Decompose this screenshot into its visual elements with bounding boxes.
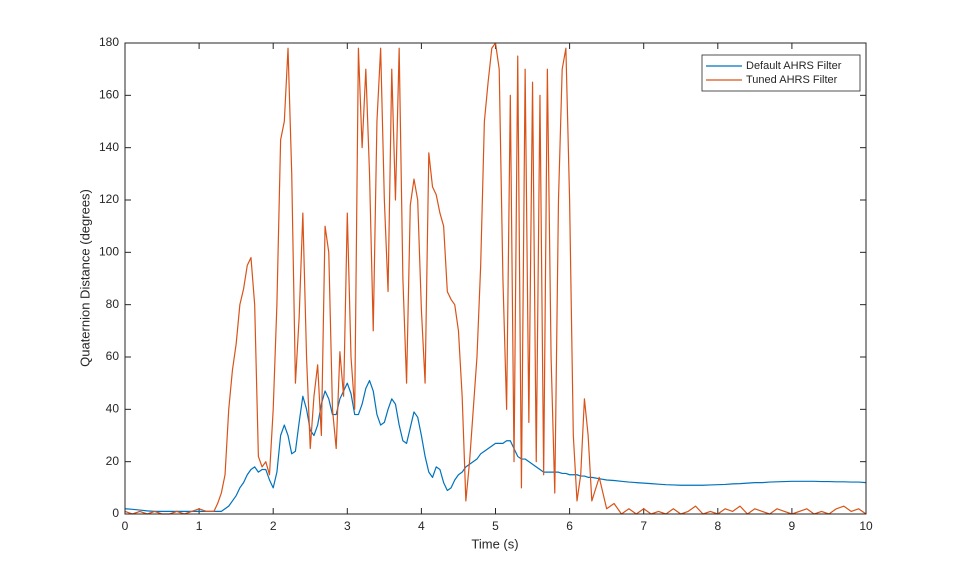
x-tick-label: 2 [270, 519, 277, 533]
y-axis-label: Quaternion Distance (degrees) [77, 189, 92, 367]
y-tick-label: 20 [106, 454, 120, 468]
data-line [125, 42, 866, 515]
y-tick-label: 100 [99, 245, 119, 259]
y-tick-label: 120 [99, 192, 119, 206]
x-tick-label: 10 [859, 519, 873, 533]
legend-box [701, 54, 861, 92]
x-tick-label: 0 [122, 519, 129, 533]
x-tick-label: 5 [492, 519, 499, 533]
legend-label: Tuned AHRS Filter [746, 74, 838, 86]
x-axis-label: Time (s) [471, 536, 518, 551]
y-tick-label: 40 [106, 402, 120, 416]
x-tick-label: 6 [566, 519, 573, 533]
x-tick-label: 8 [714, 519, 721, 533]
plot-frame [124, 42, 867, 515]
y-tick-label: 160 [99, 88, 119, 102]
data-line [125, 379, 866, 512]
legend-label: Default AHRS Filter [746, 60, 842, 72]
y-tick-label: 0 [112, 506, 119, 520]
y-tick-label: 60 [106, 349, 120, 363]
x-tick-label: 4 [418, 519, 425, 533]
y-tick-label: 80 [106, 297, 120, 311]
x-tick-label: 1 [196, 519, 203, 533]
y-tick-label: 140 [99, 140, 119, 154]
x-tick-label: 9 [789, 519, 796, 533]
x-tick-label: 3 [344, 519, 351, 533]
x-tick-label: 7 [640, 519, 647, 533]
y-tick-label: 180 [99, 35, 119, 49]
